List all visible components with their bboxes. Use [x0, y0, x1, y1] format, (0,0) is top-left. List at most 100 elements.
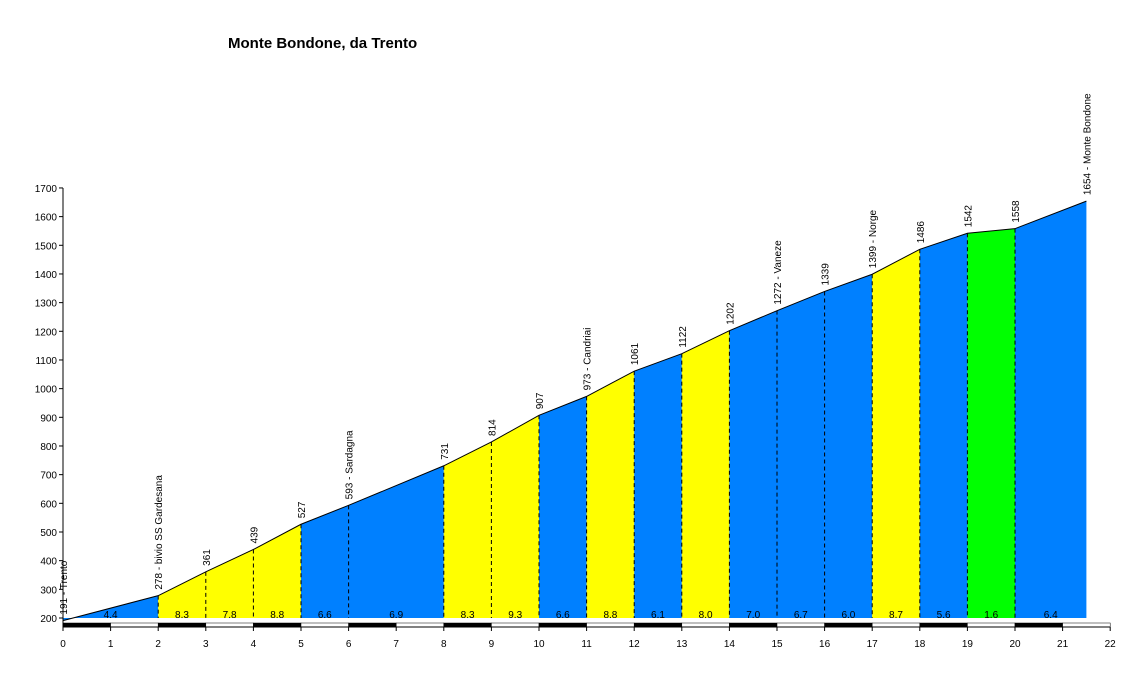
- km-bar-segment: [110, 622, 159, 628]
- y-tick-label: 700: [40, 471, 57, 482]
- point-label: 1399 - Norge: [868, 209, 879, 268]
- y-tick-label: 1400: [35, 270, 58, 281]
- km-bar-segment: [443, 622, 492, 628]
- km-bar-segment: [348, 622, 397, 628]
- segment-fill-17: [967, 228, 1015, 618]
- point-label: 191 - Trento: [59, 560, 70, 614]
- x-tick-label: 22: [1105, 639, 1117, 650]
- segment-fill-12: [729, 310, 777, 618]
- point-label: 1272 - Vaneze: [773, 240, 784, 305]
- point-label: 1122: [678, 326, 689, 348]
- y-tick-label: 1600: [35, 213, 58, 224]
- segment-fill-2: [205, 549, 254, 618]
- point-label: 1202: [725, 302, 736, 325]
- point-label: 527: [297, 501, 308, 518]
- gradient-label: 5.6: [937, 610, 951, 621]
- x-tick-label: 1: [108, 639, 114, 650]
- x-tick-label: 10: [533, 639, 545, 650]
- segment-fill-3: [253, 524, 301, 618]
- gradient-label: 8.3: [461, 610, 475, 621]
- y-tick-label: 800: [40, 442, 57, 453]
- gradient-label: 6.0: [841, 610, 855, 621]
- x-tick-label: 5: [298, 639, 304, 650]
- gradient-label: 9.3: [508, 610, 522, 621]
- gradient-label: 6.6: [556, 610, 570, 621]
- gradient-label: 7.0: [746, 610, 760, 621]
- segment-fill-15: [872, 249, 920, 618]
- km-bar-segment: [1014, 622, 1063, 628]
- point-label: 1558: [1011, 200, 1022, 223]
- km-bar-segment: [633, 622, 683, 628]
- gradient-label: 1.6: [984, 610, 998, 621]
- x-tick-label: 20: [1009, 639, 1021, 650]
- point-label: 907: [535, 392, 546, 409]
- km-bar-segment: [824, 622, 873, 628]
- km-bar-segment: [681, 622, 730, 628]
- point-label: 1486: [916, 221, 927, 244]
- y-tick-label: 1100: [35, 356, 57, 367]
- segment-fill-10: [634, 353, 682, 618]
- y-tick-label: 400: [40, 557, 57, 568]
- segment-fill-11: [681, 330, 730, 618]
- segment-fill-1: [158, 571, 206, 618]
- y-tick-label: 600: [40, 499, 57, 510]
- gradient-label: 6.6: [318, 610, 332, 621]
- segment-fill-9: [586, 371, 635, 618]
- y-tick-label: 1300: [35, 299, 58, 310]
- segment-fill-14: [824, 274, 873, 618]
- x-tick-label: 17: [867, 639, 879, 650]
- x-tick-label: 2: [155, 639, 161, 650]
- km-bar-segment: [395, 622, 445, 628]
- segment-fill-4: [301, 505, 349, 618]
- gradient-label: 6.9: [389, 610, 403, 621]
- gradient-label: 8.8: [603, 610, 617, 621]
- x-tick-label: 21: [1057, 639, 1069, 650]
- point-label: 439: [249, 526, 260, 543]
- km-bar-segment: [1062, 622, 1111, 628]
- x-tick-label: 14: [724, 639, 736, 650]
- x-tick-label: 13: [676, 639, 688, 650]
- point-label: 973 - Candriai: [583, 328, 594, 391]
- gradient-label: 6.1: [651, 610, 665, 621]
- km-bar-segment: [871, 622, 921, 628]
- x-tick-label: 19: [962, 639, 974, 650]
- point-label: 1339: [821, 263, 832, 286]
- x-tick-label: 4: [251, 639, 257, 650]
- km-bar-segment: [538, 622, 587, 628]
- segment-fill-13: [777, 291, 825, 618]
- x-tick-label: 3: [203, 639, 209, 650]
- x-tick-label: 11: [581, 639, 592, 650]
- segment-fill-5: [348, 465, 444, 618]
- point-label: 1061: [630, 342, 641, 365]
- gradient-label: 6.7: [794, 610, 808, 621]
- km-bar-segment: [776, 622, 825, 628]
- km-bar-segment: [253, 622, 302, 628]
- segment-fill-16: [919, 233, 968, 618]
- km-bar-segment: [919, 622, 968, 628]
- point-label: 278 - bivio SS Gardesana: [154, 475, 165, 590]
- gradient-label: 7.8: [223, 610, 237, 621]
- km-bar-segment: [157, 622, 207, 628]
- km-bar-segment: [205, 622, 254, 628]
- point-label: 1654 - Monte Bondone: [1082, 93, 1093, 195]
- x-tick-label: 7: [393, 639, 399, 650]
- point-label: 1542: [963, 205, 974, 228]
- y-tick-label: 500: [40, 528, 57, 539]
- km-bar-segment: [62, 622, 111, 628]
- y-tick-label: 300: [40, 585, 57, 596]
- km-bar-segment: [729, 622, 778, 628]
- x-tick-label: 15: [771, 639, 783, 650]
- chart-title: Monte Bondone, da Trento: [228, 35, 418, 52]
- x-tick-label: 9: [489, 639, 495, 650]
- y-tick-label: 200: [40, 614, 57, 625]
- km-bar-segment: [586, 622, 635, 628]
- x-tick-label: 6: [346, 639, 352, 650]
- profile-line: [62, 200, 1087, 622]
- segment-fill-18: [1015, 201, 1087, 619]
- x-tick-label: 18: [914, 639, 926, 650]
- gradient-label: 8.0: [699, 610, 713, 621]
- y-tick-label: 1200: [35, 327, 58, 338]
- point-label: 814: [487, 419, 498, 436]
- y-tick-label: 1000: [35, 385, 58, 396]
